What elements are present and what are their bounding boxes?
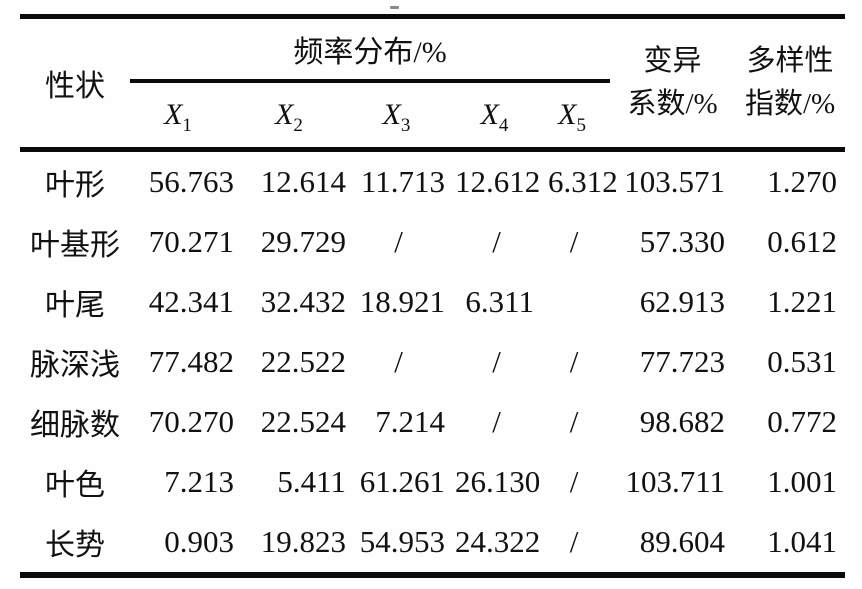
x4-cell: / [492,344,501,379]
header-di-line1: 多样性 [746,45,834,77]
x5-subscript: 5 [576,115,586,136]
x2-subscript: 2 [293,115,303,136]
x2-cell: 32.432 [260,284,346,319]
x5-cell: / [569,404,579,439]
scan-artifact-dash [390,6,399,9]
header-x4: X4 [455,81,548,152]
di-cell: 0.531 [767,344,838,379]
di-cell: 1.270 [767,164,838,199]
di-cell: 1.221 [767,284,838,319]
header-frequency-group: 频率分布/% [130,16,611,83]
x2-cell: 12.614 [260,164,346,199]
table-body: 叶形 56.763 12.614 11.713 12.612 6.312 103… [20,150,845,576]
x5-symbol: X [558,98,577,131]
x5-cell: / [569,524,579,559]
x3-subscript: 3 [400,115,411,136]
x1-symbol: X [164,98,183,131]
table-row: 叶形 56.763 12.614 11.713 12.612 6.312 103… [20,150,845,213]
cv-cell: 103.711 [625,464,726,499]
x3-symbol: X [382,98,401,131]
header-x3: X3 [352,81,455,152]
x3-cell: 54.953 [359,524,445,559]
x1-cell: 7.213 [164,464,234,499]
header-x5: X5 [548,81,611,152]
x1-cell: 77.482 [148,344,234,379]
header-x2: X2 [240,81,352,152]
cv-cell: 103.571 [624,164,726,199]
x4-cell: 6.311 [465,284,534,319]
table-row: 细脉数 70.270 22.524 7.214 / / 98.682 0.772 [20,392,845,452]
x4-cell: 12.612 [455,164,541,199]
x3-cell: / [394,344,403,379]
x4-cell: 26.130 [455,464,541,499]
di-cell: 0.772 [767,404,838,439]
table-row: 叶基形 70.271 29.729 / / / 57.330 0.612 [20,212,845,272]
x5-cell: / [569,224,579,259]
x4-cell: / [492,404,501,439]
x1-cell: 70.270 [148,404,234,439]
cv-cell: 57.330 [639,224,726,259]
header-di-line2: 指数/% [744,88,836,120]
x2-cell: 5.411 [277,464,346,499]
x4-cell: / [492,224,501,259]
x1-cell: 42.341 [148,284,234,319]
trait-cell: 叶尾 [45,289,105,322]
cv-cell: 89.604 [639,524,726,559]
x1-cell: 70.271 [148,224,234,259]
x3-cell: 7.214 [375,404,445,439]
x4-symbol: X [480,98,499,131]
x2-cell: 29.729 [260,224,346,259]
x3-cell: 61.261 [359,464,445,499]
trait-frequency-table: 性状 频率分布/% 变异 系数/% 多样性 指数/% X1 X2 X3 X4 X… [20,14,846,578]
header-row-group: 性状 频率分布/% 变异 系数/% 多样性 指数/% [20,16,846,152]
di-cell: 1.001 [767,464,838,499]
x2-cell: 19.823 [260,524,346,559]
x1-cell: 56.763 [148,164,234,199]
x5-cell: 6.312 [548,164,618,199]
x3-cell: 11.713 [360,164,445,199]
x4-subscript: 4 [498,115,509,136]
x2-cell: 22.522 [260,344,346,379]
x4-cell: 24.322 [455,524,541,559]
trait-cell: 脉深浅 [30,349,120,382]
table-row: 长势 0.903 19.823 54.953 24.322 / 89.604 1… [20,512,845,575]
header-cv-line1: 变异 [643,45,702,77]
x5-cell: / [569,464,579,499]
header-x1: X1 [130,81,240,152]
x2-cell: 22.524 [260,404,346,439]
x1-cell: 0.903 [164,524,234,559]
header-diversity-index: 多样性 指数/% [735,16,846,152]
cv-cell: 62.913 [639,284,726,319]
x2-symbol: X [275,98,294,131]
x1-subscript: 1 [182,115,192,136]
cv-cell: 77.723 [639,344,726,379]
x5-cell: / [569,344,579,379]
trait-cell: 叶基形 [30,229,120,262]
trait-cell: 细脉数 [30,409,120,442]
trait-cell: 叶色 [45,469,105,502]
di-cell: 0.612 [767,224,838,259]
x3-cell: 18.921 [359,284,445,319]
x3-cell: / [394,224,403,259]
di-cell: 1.041 [767,524,838,559]
cv-cell: 98.682 [639,404,726,439]
header-cv-line2: 系数/% [627,88,718,120]
header-variation-coefficient: 变异 系数/% [610,16,736,152]
header-trait: 性状 [20,16,130,152]
table-row: 叶色 7.213 5.411 61.261 26.130 / 103.711 1… [20,452,845,512]
header-row-x: X1 X2 X3 X4 X5 [20,81,845,152]
table-header: 性状 频率分布/% 变异 系数/% 多样性 指数/% X1 X2 X3 X4 X… [20,16,846,152]
trait-cell: 叶形 [45,169,105,202]
table-row: 叶尾 42.341 32.432 18.921 6.311 62.913 1.2… [20,272,845,332]
x5-cell [548,272,610,332]
table-row: 脉深浅 77.482 22.522 / / / 77.723 0.531 [20,332,845,392]
trait-cell: 长势 [45,529,105,562]
